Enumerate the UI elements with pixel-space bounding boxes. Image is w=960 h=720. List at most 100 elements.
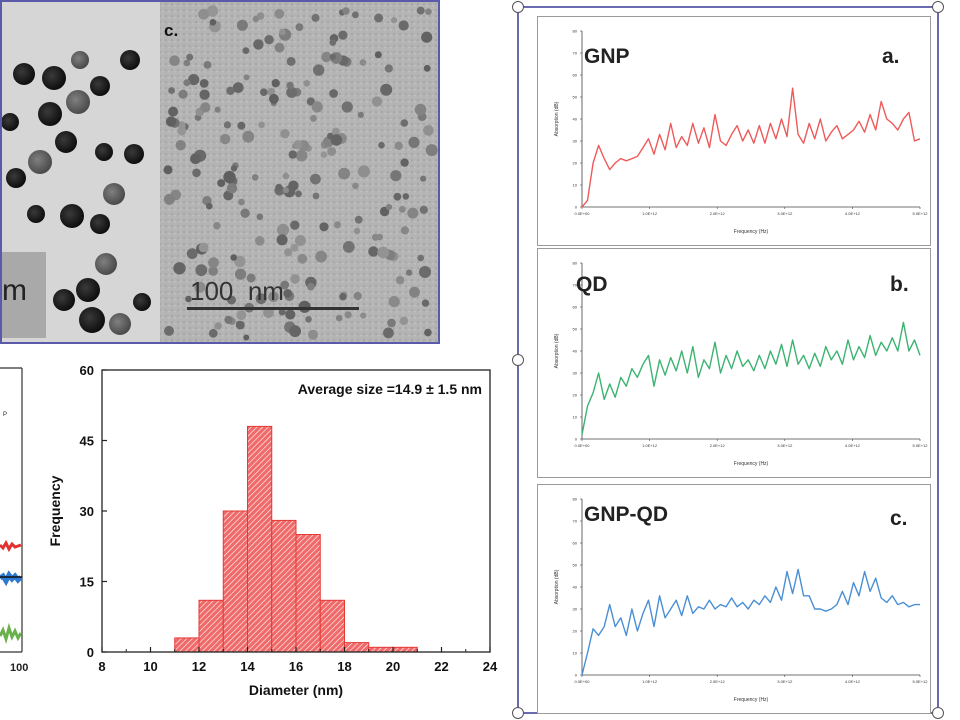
spectrum-y-tick-label: 20 [573,629,578,634]
resize-handle-top-left[interactable] [512,1,524,13]
spectrum-y-tick-label: 20 [573,393,578,398]
spectrum-x-tick-label: 0.0E+00 [574,443,590,448]
histogram-x-tick-label: 10 [143,659,157,674]
partial-plot-left: P 100 [0,367,28,674]
spectrum-x-tick-label: 1.0E+12 [642,443,658,448]
quantum-dot [398,20,409,31]
quantum-dot [352,11,359,19]
quantum-dot [353,291,362,301]
quantum-dot [186,248,198,259]
histogram-bar [319,599,345,653]
quantum-dot [423,64,431,72]
quantum-dot [330,134,343,146]
spectrum-x-tick-label: 2.0E+12 [710,679,726,684]
quantum-dot [377,246,390,259]
spectrum-y-tick-label: 50 [573,327,578,332]
tem-scale-bar [187,307,359,310]
quantum-dot [313,64,325,76]
quantum-dot [192,168,201,178]
quantum-dot [198,8,210,20]
histogram-bar [271,519,297,653]
spectrum-y-tick-label: 60 [573,305,578,310]
quantum-dot [388,296,400,308]
quantum-dot [359,59,367,66]
gold-nanoparticle [27,205,45,223]
quantum-dot [352,182,359,190]
spectrum-x-tick-label: 2.0E+12 [710,211,726,216]
spectrum-x-tick-label: 1.0E+12 [642,679,658,684]
gold-nanoparticle [79,307,105,333]
gold-nanoparticle [95,253,117,275]
histogram-y-tick-label: 15 [80,575,94,590]
spectrum-letter-c: c. [890,507,908,530]
spectrum-y-tick-label: 30 [573,139,578,144]
histogram-bars [174,425,418,653]
quantum-dot [243,74,250,81]
quantum-dot [194,281,206,293]
quantum-dot [226,183,238,194]
quantum-dot [344,311,352,319]
quantum-dot [234,255,246,268]
quantum-dot [320,151,328,158]
quantum-dot [242,47,250,54]
quantum-dot [178,89,188,99]
quantum-dot [333,221,341,229]
partial-series-red [0,539,22,553]
quantum-dot [400,226,409,235]
quantum-dot [183,79,191,87]
gold-nanoparticle [133,293,151,311]
quantum-dot [308,329,318,340]
resize-handle-bottom-right[interactable] [932,707,944,719]
quantum-dot [338,30,348,40]
spectrum-x-axis-label: Frequency (Hz) [734,697,769,703]
spectrum-label-qd: QD [576,273,608,296]
quantum-dot [295,190,302,198]
gold-nanoparticle [38,102,62,126]
spectrum-y-tick-label: 30 [573,371,578,376]
quantum-dot [286,56,296,66]
quantum-dot [289,325,301,338]
spectrum-frame-gnp-qd: 0 10 20 30 40 50 60 70 80 0.0E+00 1.0E+12 2.0E+12 3.… [537,484,931,714]
quantum-dot [393,192,402,201]
histogram-bar [174,637,200,653]
quantum-dot [254,236,265,246]
quantum-dot [424,328,432,337]
quantum-dot [276,234,288,246]
resize-handle-bottom-left[interactable] [512,707,524,719]
quantum-dot [256,12,265,20]
quantum-dot [321,51,332,63]
resize-handle-top-right[interactable] [932,1,944,13]
quantum-dot [290,220,300,230]
quantum-dot [195,264,208,277]
quantum-dot [279,28,286,36]
quantum-dot [405,269,413,276]
spectrum-x-tick-label: 4.0E+12 [845,211,861,216]
quantum-dot [288,180,299,191]
quantum-dot [400,158,409,167]
quantum-dot [214,106,221,113]
quantum-dot [223,121,231,129]
quantum-dots [163,5,438,341]
gold-nanoparticle [90,76,110,96]
quantum-dot [226,86,235,96]
quantum-dot [264,35,274,45]
spectrum-x-tick-label: 3.0E+12 [777,679,793,684]
quantum-dot [227,295,236,305]
quantum-dot [214,322,222,330]
quantum-dot [185,295,192,303]
quantum-dot [342,241,355,253]
histogram-bar [222,510,248,653]
quantum-dot [357,111,364,118]
histogram-bar [368,646,394,653]
resize-handle-mid-left[interactable] [512,354,524,366]
histogram-y-tick-label: 60 [80,363,94,378]
histogram-bar [295,534,321,653]
gold-nanoparticle [66,90,90,114]
histogram-y-axis-label: Frequency [47,475,63,546]
spectrum-y-tick-label: 10 [573,651,578,656]
tem-scale-bar-label: 100 nm [190,276,284,306]
spectrum-x-tick-label: 5.0E+12 [912,443,928,448]
quantum-dot [177,121,186,130]
quantum-dot [293,140,303,149]
quantum-dot [255,293,267,305]
